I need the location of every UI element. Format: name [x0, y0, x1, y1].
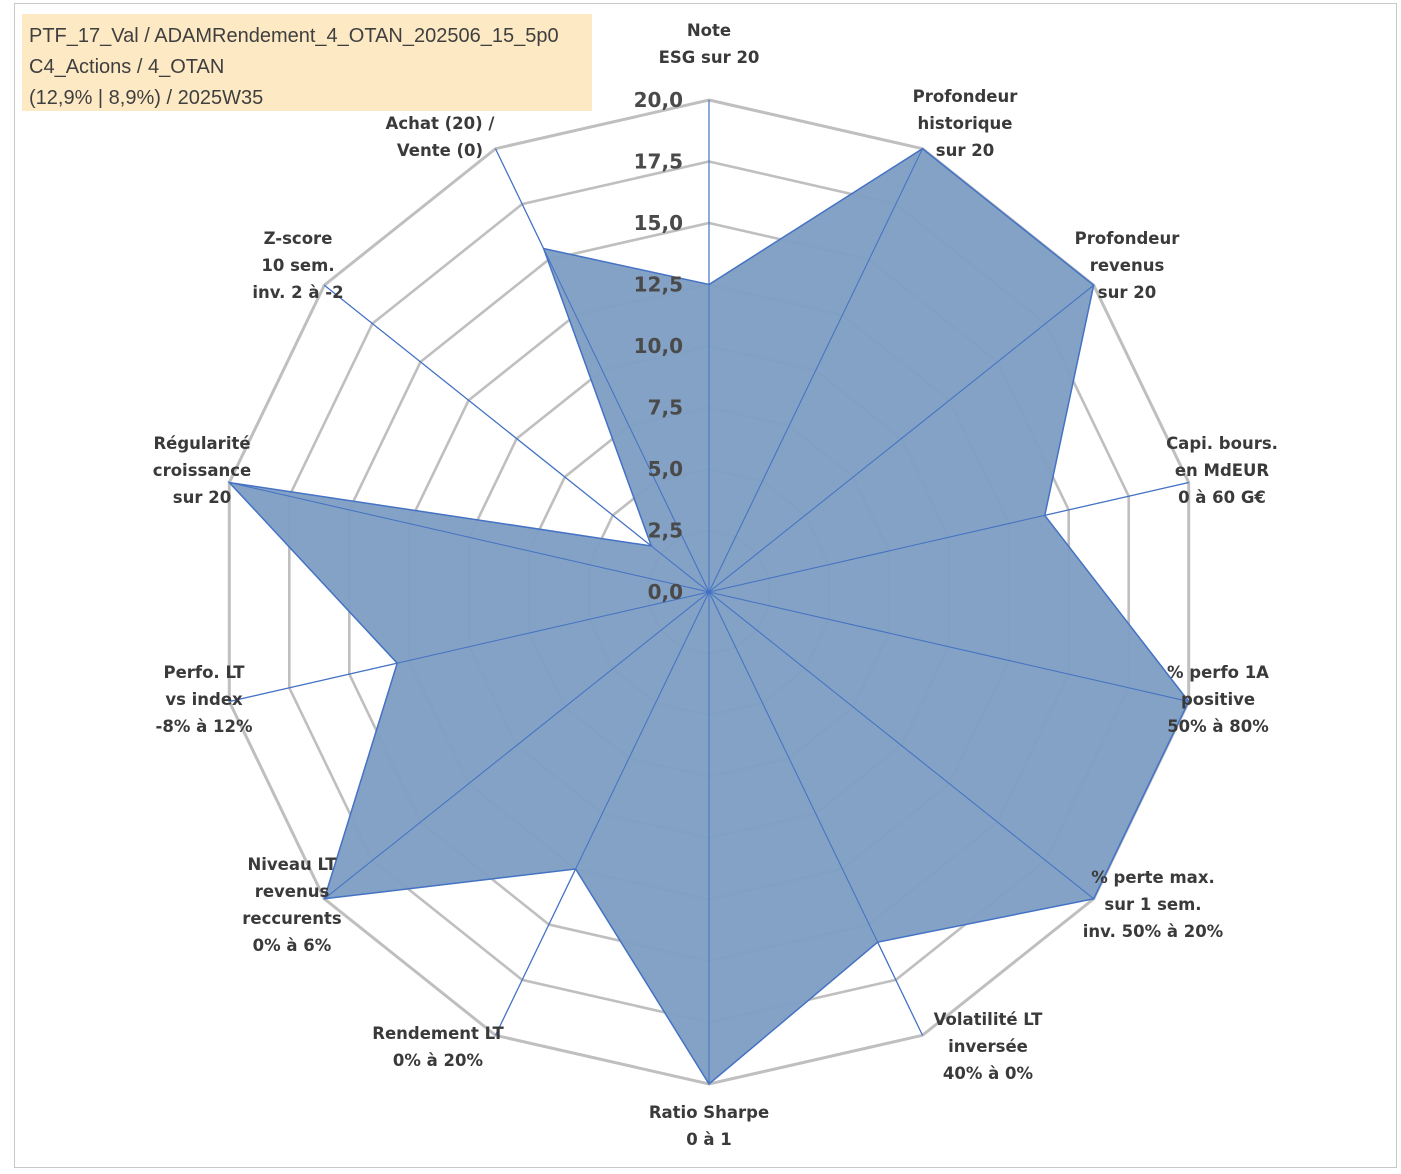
axis-label-9: Rendement LT 0% à 20% [372, 1024, 504, 1070]
axis-label-2: Profondeur historique sur 20 [913, 87, 1019, 160]
axis-label-line: sur 20 [936, 141, 994, 160]
axis-spoke-overlay [229, 591, 710, 702]
axis-label-line: -8% à 12% [156, 717, 253, 736]
axis-labels: Note ESG sur 20 Profondeur historique sur 20… [153, 21, 1278, 1149]
axis-label-line: positive [1181, 690, 1255, 709]
axis-spoke-overlay [708, 591, 923, 1036]
radial-tick-label: 20,0 [634, 88, 683, 112]
portfolio-info-box: PTF_17_Val / ADAMRendement_4_OTAN_202506… [22, 14, 592, 111]
axis-spoke-overlay [708, 284, 1095, 593]
axis-label-line: Vente (0) [397, 141, 483, 160]
axis-label-line: historique [918, 114, 1013, 133]
axis-label-line: 10 sem. [261, 256, 334, 275]
axis-label-line: inv. 2 à -2 [252, 283, 343, 302]
axis-label-line: Volatilité LT [934, 1010, 1043, 1029]
axis-spoke-overlay [495, 591, 710, 1036]
axis-label-line: 0% à 20% [393, 1051, 484, 1070]
axis-label-line: Note [687, 21, 731, 40]
axis-spoke-overlay [323, 284, 710, 593]
radial-tick-labels: 0,0 2,5 5,0 7,5 10,0 12,5 15,0 17,5 20,0 [634, 88, 683, 604]
axis-label-line: sur 20 [173, 488, 231, 507]
axis-label-line: 0 à 1 [686, 1130, 732, 1149]
axis-label-line: Perfo. LT [164, 663, 246, 682]
axis-label-line: Niveau LT [247, 855, 337, 874]
axis-label-line: 0% à 6% [253, 936, 332, 955]
radial-tick-label: 7,5 [648, 396, 683, 420]
axis-label-line: sur 20 [1098, 283, 1156, 302]
axis-label-line: Régularité [153, 434, 250, 453]
axis-spoke-overlay [229, 482, 710, 593]
axis-label-line: 40% à 0% [943, 1064, 1034, 1083]
axis-label-line: Achat (20) / [386, 114, 496, 133]
axis-label-line: revenus [255, 882, 330, 901]
radial-tick-label: 15,0 [634, 211, 683, 235]
axis-label-13: Z-score 10 sem. inv. 2 à -2 [252, 229, 343, 302]
series-area [227, 100, 1190, 1086]
axis-spoke-overlay [495, 148, 710, 593]
axis-label-line: reccurents [242, 909, 342, 928]
axis-spoke-overlay [708, 148, 923, 593]
axis-label-line: inversée [948, 1037, 1028, 1056]
radial-tick-label: 10,0 [634, 334, 683, 358]
axis-label-line: Profondeur [1075, 229, 1181, 248]
axis-label-line: ESG sur 20 [659, 48, 760, 67]
axis-spoke-overlay [323, 591, 710, 900]
radial-tick-label: 2,5 [648, 519, 683, 543]
asset-class: C4_Actions / 4_OTAN [29, 56, 225, 78]
axis-label-line: 50% à 80% [1167, 717, 1269, 736]
axis-label-1: Note ESG sur 20 [659, 21, 760, 67]
axis-label-line: 0 à 60 G€ [1178, 488, 1266, 507]
axis-label-3: Profondeur revenus sur 20 [1075, 229, 1181, 302]
axis-label-line: Profondeur [913, 87, 1019, 106]
axis-label-line: inv. 50% à 20% [1083, 922, 1224, 941]
radial-tick-label: 0,0 [648, 580, 683, 604]
radial-tick-label: 17,5 [634, 150, 683, 174]
axis-label-11: Perfo. LT vs index -8% à 12% [156, 663, 253, 736]
axis-label-line: Z-score [264, 229, 333, 248]
axis-label-line: % perfo 1A [1167, 663, 1269, 682]
axis-spoke-overlay [708, 591, 1095, 900]
axis-label-line: Capi. bours. [1166, 434, 1278, 453]
axis-spoke-overlay [708, 482, 1189, 593]
axis-label-6: % perte max. sur 1 sem. inv. 50% à 20% [1083, 868, 1224, 941]
radial-tick-label: 5,0 [648, 457, 683, 481]
axis-label-4: Capi. bours. en MdEUR 0 à 60 G€ [1166, 434, 1278, 507]
axis-label-10: Niveau LT revenus reccurents 0% à 6% [242, 855, 342, 955]
axis-label-12: Régularité croissance sur 20 [153, 434, 251, 507]
portfolio-title: PTF_17_Val / ADAMRendement_4_OTAN_202506… [29, 25, 559, 47]
radial-tick-label: 12,5 [634, 273, 683, 297]
axis-label-line: en MdEUR [1175, 461, 1270, 480]
axis-label-line: vs index [165, 690, 243, 709]
axis-label-line: Rendement LT [372, 1024, 504, 1043]
axis-label-line: sur 1 sem. [1104, 895, 1201, 914]
axis-label-line: revenus [1090, 256, 1165, 275]
axis-label-8: Ratio Sharpe 0 à 1 [649, 1103, 769, 1149]
axis-label-5: % perfo 1A positive 50% à 80% [1167, 663, 1269, 736]
axis-label-line: croissance [153, 461, 251, 480]
axis-label-line: % perte max. [1091, 868, 1214, 887]
axis-label-line: Ratio Sharpe [649, 1103, 769, 1122]
performance-week: (12,9% | 8,9%) / 2025W35 [29, 87, 264, 109]
axis-label-7: Volatilité LT inversée 40% à 0% [934, 1010, 1043, 1083]
axis-spoke-overlay [708, 591, 1189, 702]
